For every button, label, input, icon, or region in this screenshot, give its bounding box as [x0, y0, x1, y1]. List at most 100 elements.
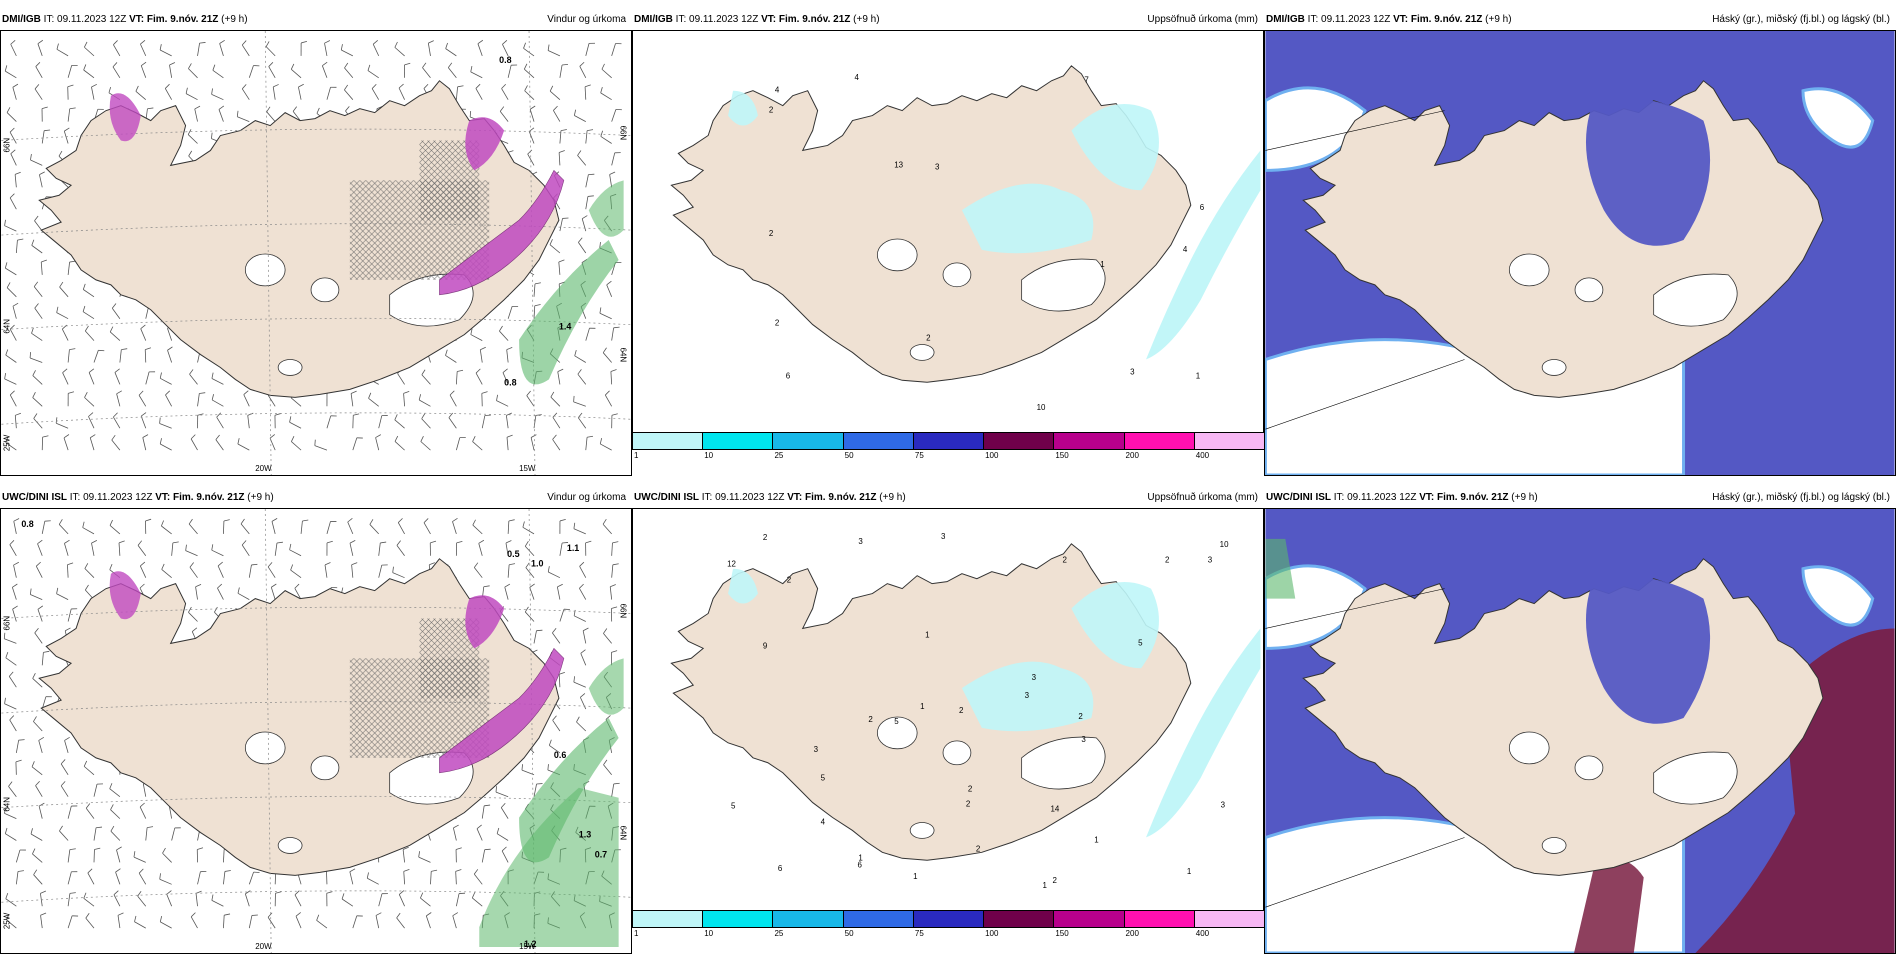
- wind-barb: [112, 435, 120, 450]
- precip-value-label: 0.5: [507, 549, 519, 559]
- wind-barb: [38, 540, 43, 556]
- colorbar-segment: [843, 432, 914, 450]
- colorbar-segment: [772, 910, 843, 928]
- wind-barb: [248, 413, 254, 428]
- glacier-myrdalsjokull: [278, 838, 302, 854]
- wind-barb: [560, 519, 566, 534]
- wind-barb: [13, 84, 18, 100]
- wind-barb: [422, 414, 431, 429]
- wind-barb: [68, 392, 74, 407]
- wind-barb: [16, 871, 24, 885]
- cloud-cover-map: [1264, 508, 1896, 954]
- precip-value-label: 2: [959, 706, 964, 715]
- wind-barb: [145, 519, 151, 534]
- wind-barb: [317, 915, 327, 928]
- wind-barb: [212, 895, 224, 907]
- wind-barb: [611, 607, 617, 622]
- wind-barb: [581, 650, 586, 666]
- wind-barb: [6, 652, 17, 665]
- wind-barb: [195, 106, 200, 121]
- wind-barb: [612, 564, 619, 578]
- wind-barb: [30, 154, 42, 165]
- wind-barb: [373, 40, 378, 56]
- wind-barb: [376, 435, 381, 450]
- wind-barb: [197, 848, 203, 863]
- wind-barb: [168, 347, 173, 363]
- wind-barb: [5, 65, 16, 77]
- wind-barb: [456, 370, 463, 384]
- wind-barb: [68, 108, 76, 122]
- wind-barb: [42, 521, 51, 534]
- wind-barb: [242, 540, 249, 555]
- wind-barb: [40, 891, 45, 906]
- wind-barb: [605, 391, 611, 406]
- precip-value-label: 5: [821, 774, 826, 783]
- colorbar-segment: [702, 432, 773, 450]
- precip-value-label: 2: [868, 715, 873, 724]
- wind-barb: [110, 327, 120, 341]
- grid-label: 64N: [2, 319, 11, 334]
- wind-barb: [430, 541, 436, 556]
- wind-barb: [67, 563, 73, 578]
- colorbar-segment: [1194, 910, 1265, 928]
- panel-dmi-wind: DMI/IGB IT: 09.11.2023 12Z VT: Fim. 9.nó…: [0, 10, 632, 464]
- colorbar-tick-label: 25: [774, 451, 783, 460]
- wind-barb: [116, 847, 121, 863]
- model-source: UWC/DINI ISL: [2, 492, 67, 503]
- wind-barb: [612, 109, 622, 121]
- wind-barb: [110, 520, 120, 534]
- valid-time: VT: Fim. 9.nóv. 21Z: [787, 492, 876, 503]
- wind-barb: [505, 584, 510, 600]
- wind-barb: [116, 869, 121, 885]
- wind-barb: [160, 873, 172, 884]
- grid-label: 25W: [2, 434, 11, 451]
- wind-barb: [94, 827, 102, 840]
- wind-barb: [586, 328, 596, 340]
- precip-value-label: 14: [1051, 805, 1060, 814]
- precip-value-label: 2: [1062, 556, 1067, 565]
- wind-barb: [501, 803, 508, 818]
- precip-value-label: 9: [763, 641, 768, 650]
- precip-value-label: 4: [775, 86, 780, 95]
- wind-barb: [41, 260, 47, 275]
- wind-barb: [471, 66, 483, 78]
- wind-barb: [36, 781, 43, 796]
- model-source: DMI/IGB: [634, 14, 673, 25]
- valid-time: VT: Fim. 9.nóv. 21Z: [155, 492, 244, 503]
- wind-barb: [90, 435, 95, 451]
- wind-barb: [83, 284, 94, 297]
- wind-barb: [473, 520, 482, 534]
- precip-value-label: 3: [1025, 691, 1030, 700]
- wind-barb: [16, 850, 26, 862]
- wind-barb: [525, 541, 534, 556]
- wind-barb: [242, 84, 249, 99]
- colorbar-tick-label: 400: [1196, 929, 1209, 938]
- wind-barb: [35, 304, 43, 319]
- colorbar-tick-label: 75: [915, 929, 924, 938]
- wind-barb: [534, 415, 542, 429]
- wind-barb: [379, 565, 388, 578]
- wind-barb: [551, 392, 560, 406]
- wind-barb: [13, 303, 18, 319]
- grid-label: 66N: [2, 616, 11, 631]
- wind-barb: [525, 607, 534, 622]
- wind-barb: [275, 414, 281, 429]
- wind-barb: [84, 893, 94, 906]
- wind-barb: [601, 131, 612, 144]
- wind-barb: [84, 64, 94, 77]
- grid-label: 66N: [619, 604, 628, 619]
- grid-label: 64N: [619, 826, 628, 841]
- wind-barb: [140, 40, 145, 56]
- precip-value-label: 3: [935, 162, 940, 171]
- precip-value-label: 0.6: [554, 750, 566, 760]
- wind-barb: [379, 542, 386, 556]
- wind-barb: [553, 716, 560, 731]
- forecast-offset: (+9 h): [879, 492, 905, 503]
- wind-barb: [612, 327, 620, 341]
- wind-barb: [216, 435, 224, 450]
- field-title: Uppsöfnuð úrkoma (mm): [1147, 10, 1258, 30]
- wind-barb: [497, 828, 508, 841]
- precip-value-label: 6: [786, 371, 791, 380]
